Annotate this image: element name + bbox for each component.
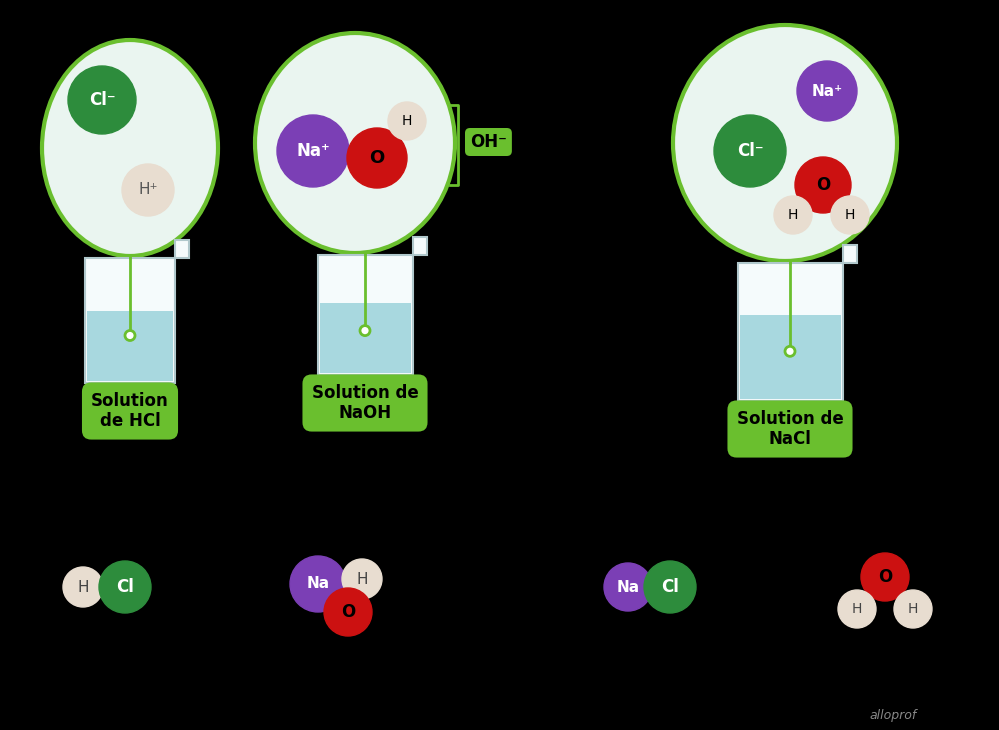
Text: OH⁻: OH⁻ (470, 133, 506, 151)
Circle shape (861, 553, 909, 601)
Text: O: O (370, 149, 385, 167)
Text: H: H (77, 580, 89, 594)
Text: Cl⁻: Cl⁻ (736, 142, 763, 160)
Ellipse shape (42, 40, 218, 256)
Polygon shape (85, 258, 175, 383)
Circle shape (644, 561, 696, 613)
Text: Solution de
NaCl: Solution de NaCl (736, 410, 843, 448)
Polygon shape (320, 303, 411, 373)
Text: O: O (878, 568, 892, 586)
Circle shape (290, 556, 346, 612)
Circle shape (68, 66, 136, 134)
Circle shape (342, 559, 382, 599)
Polygon shape (413, 237, 427, 255)
Text: Solution de
NaOH: Solution de NaOH (312, 383, 419, 423)
Circle shape (795, 157, 851, 213)
Text: Na⁺: Na⁺ (811, 83, 842, 99)
Circle shape (774, 196, 812, 234)
Polygon shape (739, 315, 840, 399)
Polygon shape (318, 255, 413, 375)
Text: Na: Na (307, 577, 330, 591)
Circle shape (122, 164, 174, 216)
Circle shape (99, 561, 151, 613)
Text: Cl: Cl (116, 578, 134, 596)
Circle shape (797, 61, 857, 121)
Text: Cl: Cl (661, 578, 679, 596)
Text: H: H (908, 602, 918, 616)
Polygon shape (175, 240, 189, 258)
Polygon shape (87, 310, 173, 381)
Circle shape (277, 115, 349, 187)
Circle shape (831, 196, 869, 234)
Circle shape (838, 590, 876, 628)
Ellipse shape (673, 25, 897, 261)
Text: H: H (845, 208, 855, 222)
Text: Cl⁻: Cl⁻ (89, 91, 115, 109)
Text: H: H (852, 602, 862, 616)
Text: alloprof: alloprof (869, 710, 917, 723)
Circle shape (125, 331, 135, 340)
Circle shape (604, 563, 652, 611)
Circle shape (360, 326, 370, 336)
Text: O: O (341, 603, 355, 621)
Text: H: H (788, 208, 798, 222)
Polygon shape (842, 245, 856, 263)
Circle shape (324, 588, 372, 636)
Circle shape (63, 567, 103, 607)
Text: H: H (357, 572, 368, 586)
Text: O: O (816, 176, 830, 194)
Text: H: H (402, 114, 413, 128)
Circle shape (388, 102, 426, 140)
Text: Solution
de HCl: Solution de HCl (91, 391, 169, 431)
Polygon shape (737, 263, 842, 401)
Text: Na⁺: Na⁺ (296, 142, 330, 160)
Text: Na: Na (616, 580, 639, 594)
Text: H⁺: H⁺ (138, 182, 158, 198)
Circle shape (894, 590, 932, 628)
Circle shape (714, 115, 786, 187)
Circle shape (347, 128, 407, 188)
Ellipse shape (255, 33, 455, 253)
Circle shape (785, 346, 795, 356)
